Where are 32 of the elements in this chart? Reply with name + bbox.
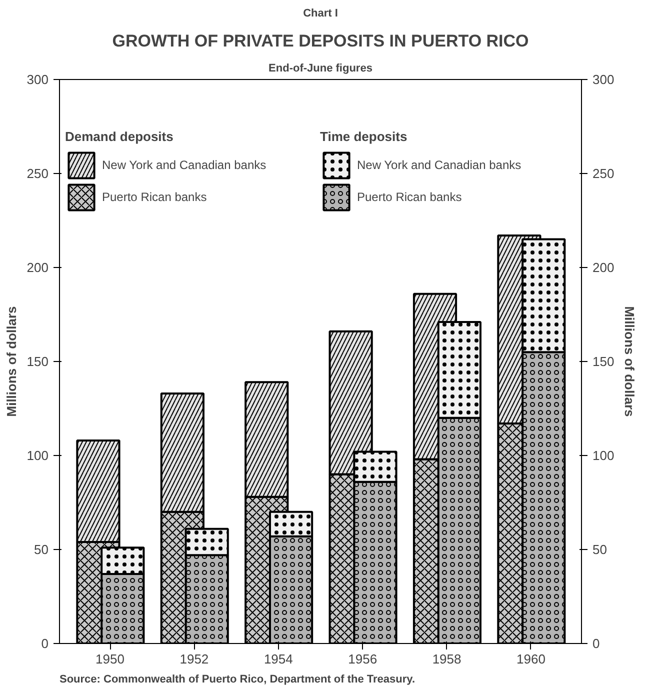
x-tick-label: 1952 — [180, 652, 209, 666]
text: Time deposits — [320, 129, 408, 144]
y-tick-label: 300 — [26, 72, 49, 87]
text: Demand deposits — [65, 129, 174, 144]
y2-tick-label: 0 — [592, 636, 600, 651]
y2-tick-label: 200 — [592, 260, 614, 275]
y-tick-label: 200 — [26, 260, 49, 275]
x-tick-label: 1950 — [96, 652, 124, 666]
y-tick-label: 100 — [26, 448, 49, 463]
y2-tick-label: 250 — [592, 166, 614, 181]
legend-label: Puerto Rican banks — [102, 189, 207, 206]
y-tick-label: 0 — [41, 636, 49, 651]
x-tick-label: 1956 — [348, 652, 378, 666]
y2-tick-label: 150 — [592, 354, 614, 369]
legend-label: New York and Canadian banks — [357, 157, 522, 174]
source-note: Source: Commonwealth of Puerto Rico, Department of the Treasury. — [60, 674, 416, 686]
legend-label: Puerto Rican banks — [357, 189, 462, 206]
x-tick-label: 1960 — [516, 652, 546, 666]
y2-tick-label: 50 — [592, 542, 607, 557]
text: Chart I — [303, 8, 338, 20]
y-axis-title: Millions of dollars — [4, 306, 19, 417]
y-tick-label: 250 — [26, 166, 49, 181]
y-tick-label: 50 — [34, 542, 49, 557]
y2-tick-label: 100 — [592, 448, 614, 463]
x-tick-label: 1954 — [264, 652, 293, 666]
chart-title: GROWTH OF PRIVATE DEPOSITS IN PUERTO RICO — [112, 32, 529, 50]
y2-axis-title: Millions of dollars — [622, 306, 638, 417]
chart-subtitle: End-of-June figures — [268, 62, 372, 74]
y-tick-label: 150 — [26, 354, 49, 369]
x-tick-label: 1958 — [432, 652, 462, 666]
legend-label: New York and Canadian banks — [102, 157, 266, 174]
y2-tick-label: 300 — [592, 72, 614, 87]
